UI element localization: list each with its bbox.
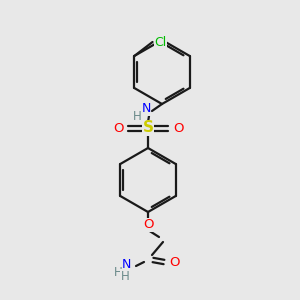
Text: O: O	[113, 122, 123, 134]
Text: S: S	[142, 121, 154, 136]
Text: O: O	[143, 218, 153, 232]
Text: H: H	[121, 269, 129, 283]
Text: O: O	[173, 122, 183, 134]
Text: N: N	[141, 103, 151, 116]
Text: H: H	[133, 110, 141, 122]
Text: O: O	[169, 256, 179, 268]
Text: Cl: Cl	[154, 35, 167, 49]
Text: H: H	[114, 266, 122, 280]
Text: N: N	[121, 257, 131, 271]
